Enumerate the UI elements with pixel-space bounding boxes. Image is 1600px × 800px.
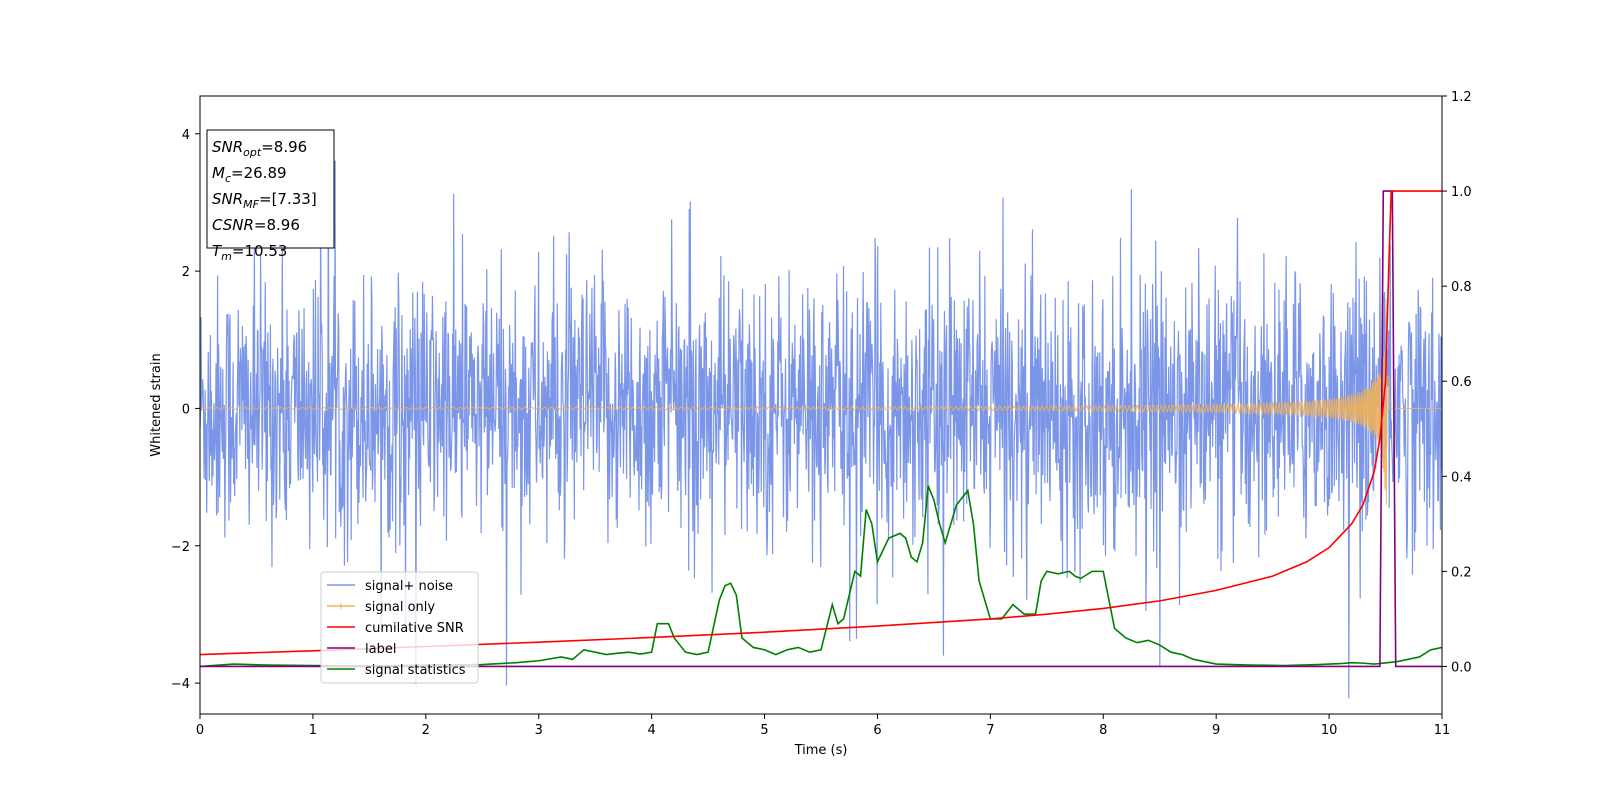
annotation-line: Mc=26.89 <box>212 164 287 185</box>
y-right-tick-label: 0.8 <box>1451 280 1472 295</box>
y-axis-right-ticks: 0.0 0.2 0.4 0.6 0.8 1.0 1.2 <box>1442 90 1472 675</box>
y-right-tick-label: 0.2 <box>1451 565 1472 580</box>
x-tick-label: 6 <box>873 723 881 738</box>
annotation-value: =8.96 <box>261 138 307 156</box>
y-right-tick-label: 0.6 <box>1451 375 1472 390</box>
x-tick-label: 8 <box>1099 723 1107 738</box>
legend-item: signal+ noise <box>327 579 453 594</box>
annotation-subscript: MF <box>243 198 259 211</box>
series-layer <box>200 149 1442 699</box>
annotation-box-frame <box>206 129 335 249</box>
annotation-symbol: SNR <box>212 190 243 208</box>
legend-frame <box>320 571 479 684</box>
x-tick-label: 1 <box>309 723 317 738</box>
x-tick-label: 5 <box>760 723 768 738</box>
y-left-tick-label: −2 <box>171 540 190 555</box>
y-right-tick-label: 0.0 <box>1451 660 1472 675</box>
annotation-symbol: M <box>212 164 225 182</box>
x-axis-ticks: 0 1 2 3 4 5 6 7 8 9 10 11 <box>196 714 1450 738</box>
y-right-tick-label: 1.0 <box>1451 185 1472 200</box>
legend-label: signal only <box>365 600 435 615</box>
y-right-tick-label: 1.2 <box>1451 90 1472 105</box>
annotation-value: =8.96 <box>254 216 300 234</box>
series-signal-statistics-line <box>200 485 1442 668</box>
y-left-tick-label: −4 <box>171 677 190 692</box>
y-left-tick-label: 4 <box>182 128 190 143</box>
annotation-symbol: T <box>212 242 223 260</box>
x-tick-label: 3 <box>535 723 543 738</box>
annotation-symbol: CSNR <box>212 216 254 234</box>
legend-label: signal statistics <box>365 663 466 678</box>
annotation-box: SNRopt=8.96Mc=26.89SNRMF=[7.33]CSNR=8.96… <box>206 129 335 263</box>
axes-frame <box>199 95 1443 715</box>
plot-area <box>199 95 1443 715</box>
x-tick-label: 4 <box>647 723 655 738</box>
y-axis-left-ticks: −4 −2 0 2 4 <box>171 128 200 692</box>
annotation-value: =10.53 <box>232 242 288 260</box>
annotation-symbol: SNR <box>212 138 243 156</box>
legend-item: cumilative SNR <box>327 621 464 636</box>
annotation-value: =[7.33] <box>259 190 317 208</box>
x-tick-label: 10 <box>1321 723 1338 738</box>
annotation-subscript: m <box>221 250 232 263</box>
x-axis-label: Time (s) <box>794 743 848 758</box>
legend-item: signal statistics <box>327 663 466 678</box>
annotation-subscript: c <box>225 172 231 185</box>
annotation-line: SNRopt=8.96 <box>212 138 307 159</box>
x-tick-label: 0 <box>196 723 204 738</box>
x-tick-label: 11 <box>1434 723 1451 738</box>
series-signal-only-line <box>200 298 1442 505</box>
series-cumulative-snr-line <box>200 190 1442 656</box>
legend: signal+ noise signal only cumilative SNR la… <box>320 571 479 684</box>
annotation-value: =26.89 <box>231 164 287 182</box>
annotation-subscript: opt <box>243 146 262 159</box>
x-tick-label: 7 <box>986 723 994 738</box>
annotation-line: SNRMF=[7.33] <box>212 190 317 211</box>
legend-label: label <box>365 642 396 657</box>
y-left-tick-label: 2 <box>182 265 190 280</box>
x-tick-label: 2 <box>422 723 430 738</box>
legend-label: cumilative SNR <box>365 621 464 636</box>
series-label-line <box>200 190 1442 668</box>
x-tick-label: 9 <box>1212 723 1220 738</box>
legend-label: signal+ noise <box>365 579 453 594</box>
y-left-tick-label: 0 <box>182 402 190 417</box>
legend-item: signal only <box>327 600 435 615</box>
annotation-line: Tm=10.53 <box>212 242 287 263</box>
y-axis-left-label: Whitened strain <box>149 353 164 456</box>
legend-item: label <box>327 642 396 657</box>
series-signal-plus-noise-line <box>200 149 1442 699</box>
annotation-line: CSNR=8.96 <box>212 216 300 234</box>
y-right-tick-label: 0.4 <box>1451 470 1472 485</box>
